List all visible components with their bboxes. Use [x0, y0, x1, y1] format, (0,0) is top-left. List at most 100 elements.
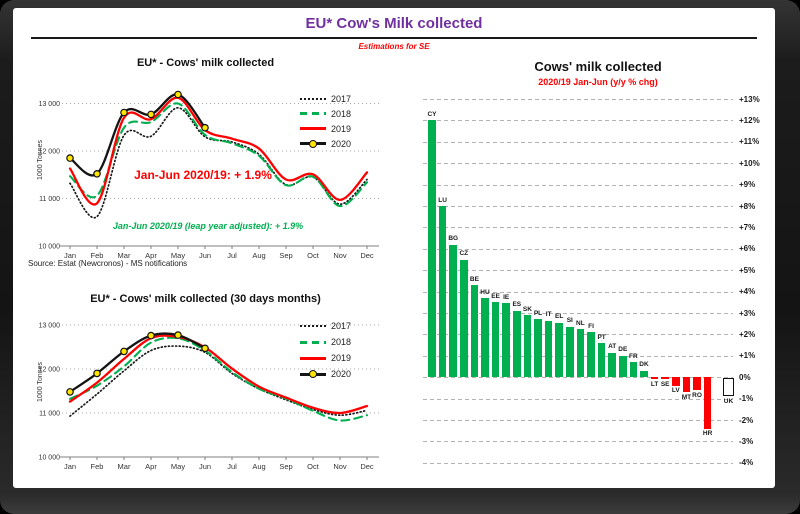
y-tick-label: +8% — [739, 201, 756, 211]
bar-label-LU: LU — [438, 196, 447, 204]
bar-SK — [523, 315, 532, 378]
y-tick-label: 11 000 — [39, 411, 60, 418]
legend-item-2020: 2020 — [300, 366, 390, 382]
legend-label: 2018 — [331, 108, 352, 119]
bar-label-RO: RO — [692, 391, 702, 399]
series-2020-marker — [120, 347, 128, 356]
title-divider — [31, 37, 757, 39]
x-tick-label: Jun — [199, 251, 211, 260]
bar-label-SK: SK — [522, 305, 532, 313]
legend-line-sample — [300, 370, 326, 378]
bar-label-CZ: CZ — [459, 250, 469, 257]
y-tick-label: +4% — [739, 287, 756, 297]
x-tick-label: Oct — [307, 251, 320, 260]
bar-label-DK: DK — [639, 361, 649, 369]
bar-SE — [661, 377, 669, 380]
legend-line-sample — [300, 127, 326, 130]
series-2020-marker — [201, 344, 209, 353]
y-tick-label: +7% — [739, 222, 756, 232]
y-tick-label: +3% — [739, 308, 756, 318]
bar-label-DE: DE — [618, 346, 628, 354]
line-chart-monthly-title: EU* - Cows' milk collected — [136, 57, 275, 69]
x-tick-label: Sep — [279, 251, 292, 260]
gridline — [423, 120, 733, 122]
bar-no-data-box-UK — [723, 378, 734, 397]
bar-HR — [703, 377, 712, 429]
gridline — [423, 377, 733, 379]
bar-RO — [693, 377, 701, 390]
legend-label: 2019 — [331, 353, 352, 363]
legend-item-2019: 2019 — [300, 350, 390, 366]
line-chart-30day: 10 000 11 000 12 000 13 000 Jan Feb Mar Apr May J… — [39, 323, 379, 471]
bar-label-IE: IE — [503, 293, 510, 301]
y-tick-label: +12% — [739, 115, 760, 125]
x-tick-label: Sep — [279, 462, 292, 471]
legend-monthly: 2017 2018 2019 2020 — [300, 91, 390, 151]
bar-label-PL: PL — [533, 309, 543, 317]
y-tick-label: 0% — [739, 372, 751, 382]
bar-IE — [502, 303, 510, 378]
x-tick-label: May — [171, 251, 185, 260]
gridline — [423, 248, 733, 250]
bar-label-LV: LV — [671, 387, 680, 395]
bar-chart-country-change: +13% +12% +11% +10% +9% +8% +7% +6% +5% +4% +3% +2%… — [413, 91, 775, 488]
bar-MT — [682, 377, 691, 393]
bar-label-NL: NL — [576, 319, 585, 327]
bar-CZ — [460, 259, 468, 378]
y-tick-label: 11 000 — [39, 196, 60, 203]
x-tick-label: Jan — [64, 251, 76, 260]
bar-LV — [672, 377, 680, 386]
y-tick-label: 10 000 — [39, 244, 61, 251]
bar-IT — [544, 320, 553, 378]
bar-label-ES: ES — [512, 301, 522, 309]
y-tick-label: +13% — [739, 94, 760, 104]
bar-BE — [470, 285, 479, 378]
legend-marker-dot — [309, 370, 317, 378]
legend-line-sample — [300, 356, 326, 360]
bar-FI — [587, 332, 595, 378]
bar-PL — [534, 319, 542, 378]
bar-LU — [438, 206, 447, 378]
legend-item-2018: 2018 — [300, 334, 390, 350]
bar-label-LT: LT — [650, 380, 659, 388]
legend-marker-dot — [309, 139, 317, 148]
bar-NL — [576, 329, 585, 378]
report-page: EU* Cow's Milk collected Estimations for… — [13, 8, 775, 488]
bar-label-EE: EE — [491, 292, 500, 300]
x-tick-label: Oct — [307, 462, 320, 471]
bar-label-IT: IT — [545, 311, 552, 318]
y-tick-label: +9% — [739, 180, 756, 190]
bar-DK — [640, 370, 648, 378]
bar-label-PT: PT — [597, 333, 606, 341]
series-2019-line — [68, 96, 369, 206]
x-tick-label: Mar — [118, 462, 131, 471]
x-tick-label: Apr — [145, 462, 157, 471]
bar-CY — [428, 120, 436, 378]
legend-label: 2018 — [331, 337, 352, 347]
page-title: EU* Cow's Milk collected — [305, 15, 483, 32]
series-2020-marker — [66, 388, 74, 396]
bar-ES — [513, 310, 521, 378]
line-chart-monthly: 10 000 11 000 12 000 13 000 Jan Feb Mar Apr May J… — [39, 90, 379, 260]
legend-label: 2020 — [331, 138, 352, 149]
x-tick-label: Dec — [360, 462, 374, 471]
y-tick-label: +2% — [739, 329, 756, 339]
y-tick-label: -4% — [739, 458, 754, 468]
x-tick-label: Aug — [252, 462, 265, 471]
bar-label-EL: EL — [555, 313, 564, 321]
bar-EE — [491, 302, 500, 378]
bar-DE — [619, 355, 627, 378]
bar-LT — [650, 377, 659, 380]
legend-item-2019: 2019 — [300, 121, 390, 136]
gridline — [423, 291, 733, 293]
bar-HU — [481, 298, 489, 378]
legend-label: 2020 — [331, 369, 352, 379]
x-tick-label: Nov — [333, 251, 347, 260]
bar-label-FI: FI — [588, 322, 594, 330]
legend-line-sample — [300, 97, 326, 100]
bar-EL — [555, 322, 563, 378]
gridline — [423, 441, 733, 443]
gridline — [423, 163, 733, 165]
legend-item-2017: 2017 — [300, 318, 390, 334]
series-2020-marker — [93, 170, 101, 178]
